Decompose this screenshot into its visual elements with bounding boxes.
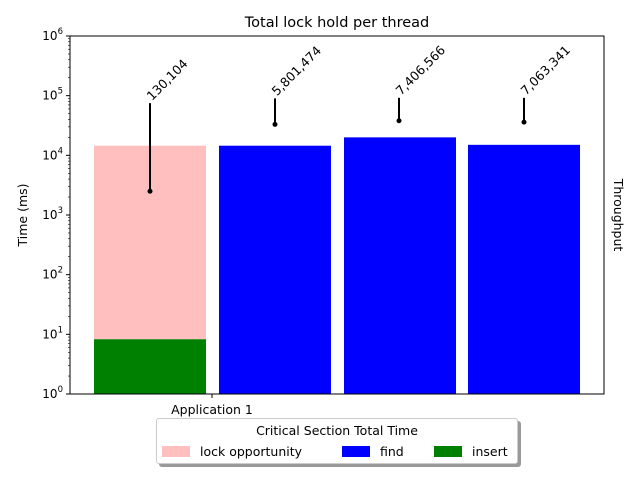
legend-swatch-insert <box>434 446 462 457</box>
legend-swatch-lock-opportunity <box>162 446 190 457</box>
y-axis-label: Time (ms) <box>15 183 30 247</box>
y-tick-label-0: 100 <box>42 385 63 401</box>
legend-label-find: find <box>380 444 404 459</box>
bar-4-find <box>468 144 580 394</box>
legend-entry-insert: insert <box>434 444 508 459</box>
legend: Critical Section Total Time lock opportu… <box>156 418 518 464</box>
throughput-label-3: 7,406,566 <box>393 42 449 98</box>
throughput-point-2 <box>272 121 278 127</box>
y-tick-label-2: 102 <box>42 266 63 282</box>
y-tick-label-3: 103 <box>42 206 63 222</box>
y-tick-label-6: 106 <box>42 27 63 43</box>
y-tick-label-5: 105 <box>42 87 63 103</box>
legend-entry-find: find <box>342 444 404 459</box>
throughput-point-1 <box>147 188 153 194</box>
throughput-label-1: 130,104 <box>144 56 191 103</box>
chart-title: Total lock hold per thread <box>244 15 429 31</box>
throughput-label-4: 7,063,341 <box>518 42 574 98</box>
y-tick-label-4: 104 <box>42 146 63 162</box>
bar-1-insert <box>94 339 206 394</box>
right-axis-label: Throughput <box>611 178 626 252</box>
bar-3-find <box>344 137 456 394</box>
legend-entry-lock-opportunity: lock opportunity <box>162 444 302 459</box>
legend-swatch-find <box>342 446 370 457</box>
x-tick-label: Application 1 <box>171 402 253 417</box>
legend-title: Critical Section Total Time <box>256 423 418 438</box>
bar-2-find <box>219 145 331 394</box>
legend-label-insert: insert <box>472 444 508 459</box>
throughput-point-4 <box>521 119 527 125</box>
y-tick-label-1: 101 <box>42 325 63 341</box>
throughput-point-3 <box>396 118 402 124</box>
throughput-label-2: 5,801,474 <box>269 43 325 99</box>
legend-label-lock-opportunity: lock opportunity <box>200 444 303 459</box>
